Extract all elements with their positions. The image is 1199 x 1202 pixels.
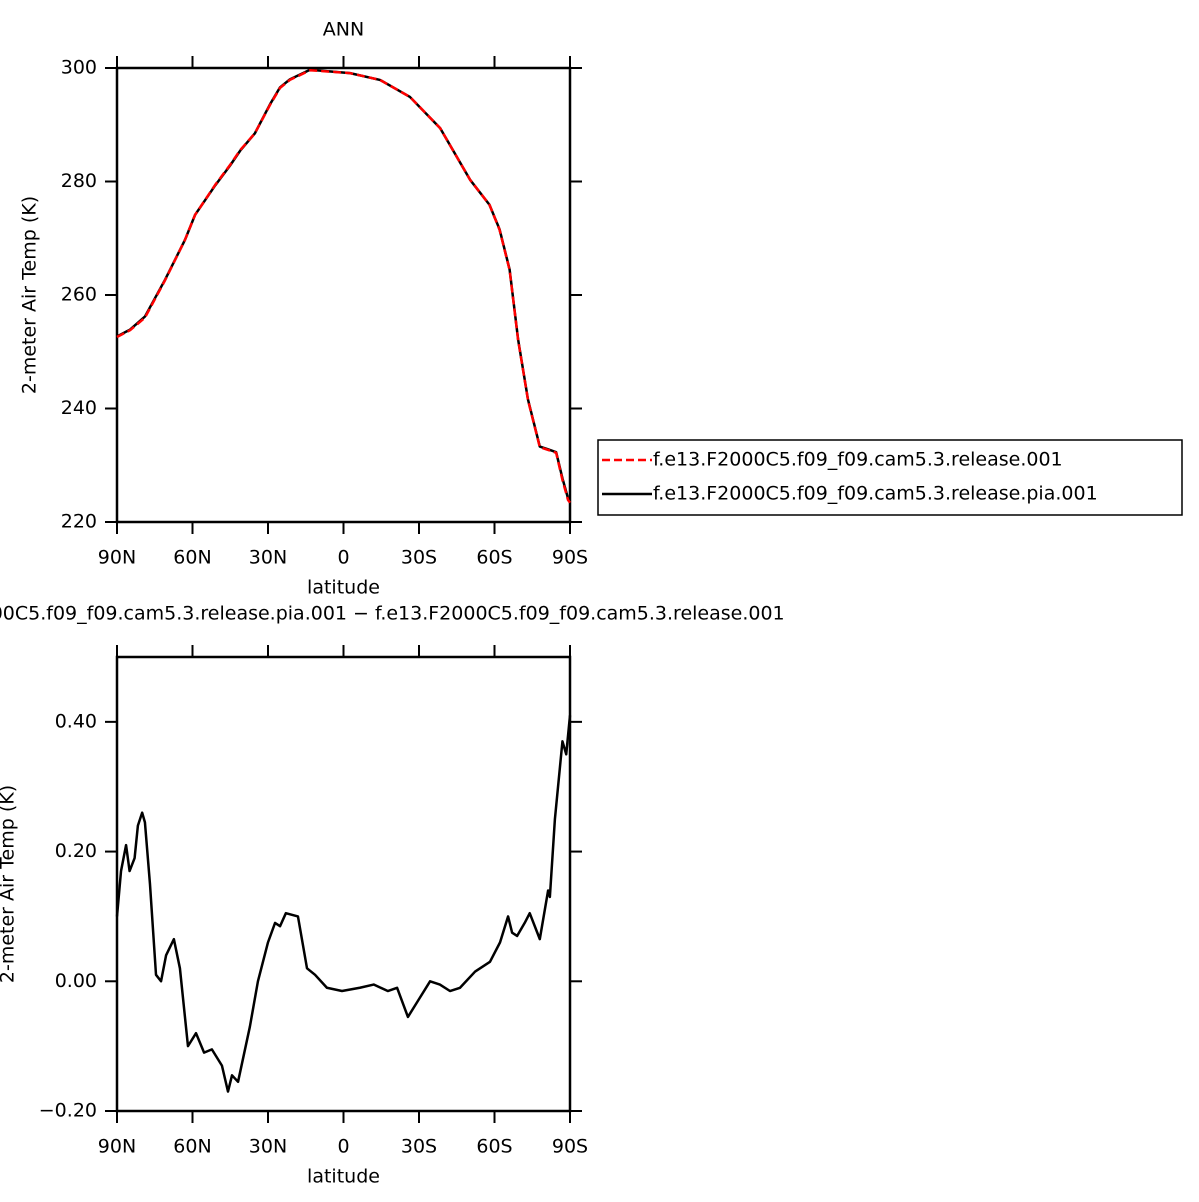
x-tick-label: 60N [173,1136,211,1158]
x-tick-label: 60S [476,1136,512,1158]
legend-label: f.e13.F2000C5.f09_f09.cam5.3.release.pia… [653,483,1098,505]
x-tick-label: 30S [401,1136,437,1158]
x-tick-label: 90S [552,1136,588,1158]
x-tick-label: 0 [337,547,349,569]
y-tick-label: 240 [61,397,97,419]
y-axis-label: 2-meter Air Temp (K) [19,196,41,394]
x-tick-label: 30S [401,547,437,569]
y-tick-label: 0.00 [55,970,97,992]
plot-frame [115,655,572,1113]
line-series [116,69,572,504]
legend-label: f.e13.F2000C5.f09_f09.cam5.3.release.001 [653,449,1063,471]
y-tick-label: 220 [61,511,97,533]
y-tick-label: −0.20 [39,1100,97,1122]
x-tick-label: 30N [249,547,287,569]
y-tick-label: 260 [61,284,97,306]
legend-box [597,439,1183,516]
y-tick-label: 300 [61,57,97,79]
y-tick-label: 0.40 [55,710,97,732]
line-series [115,715,572,1093]
x-tick-label: 90N [98,547,136,569]
x-axis-label: latitude [307,1166,380,1188]
chart-title: ANN [323,19,364,41]
line-series [116,68,571,502]
y-tick-label: 280 [61,170,97,192]
chart-title: f.e13.F2000C5.f09_f09.cam5.3.release.pia… [0,603,785,625]
x-tick-label: 60N [173,547,211,569]
x-tick-label: 30N [249,1136,287,1158]
plot-frame [115,66,572,524]
x-tick-label: 90N [98,1136,136,1158]
x-axis-label: latitude [307,577,380,599]
y-tick-label: 0.20 [55,840,97,862]
x-tick-label: 60S [476,547,512,569]
y-axis-label: 2-meter Air Temp (K) [0,785,19,983]
x-tick-label: 90S [552,547,588,569]
x-tick-label: 0 [337,1136,349,1158]
